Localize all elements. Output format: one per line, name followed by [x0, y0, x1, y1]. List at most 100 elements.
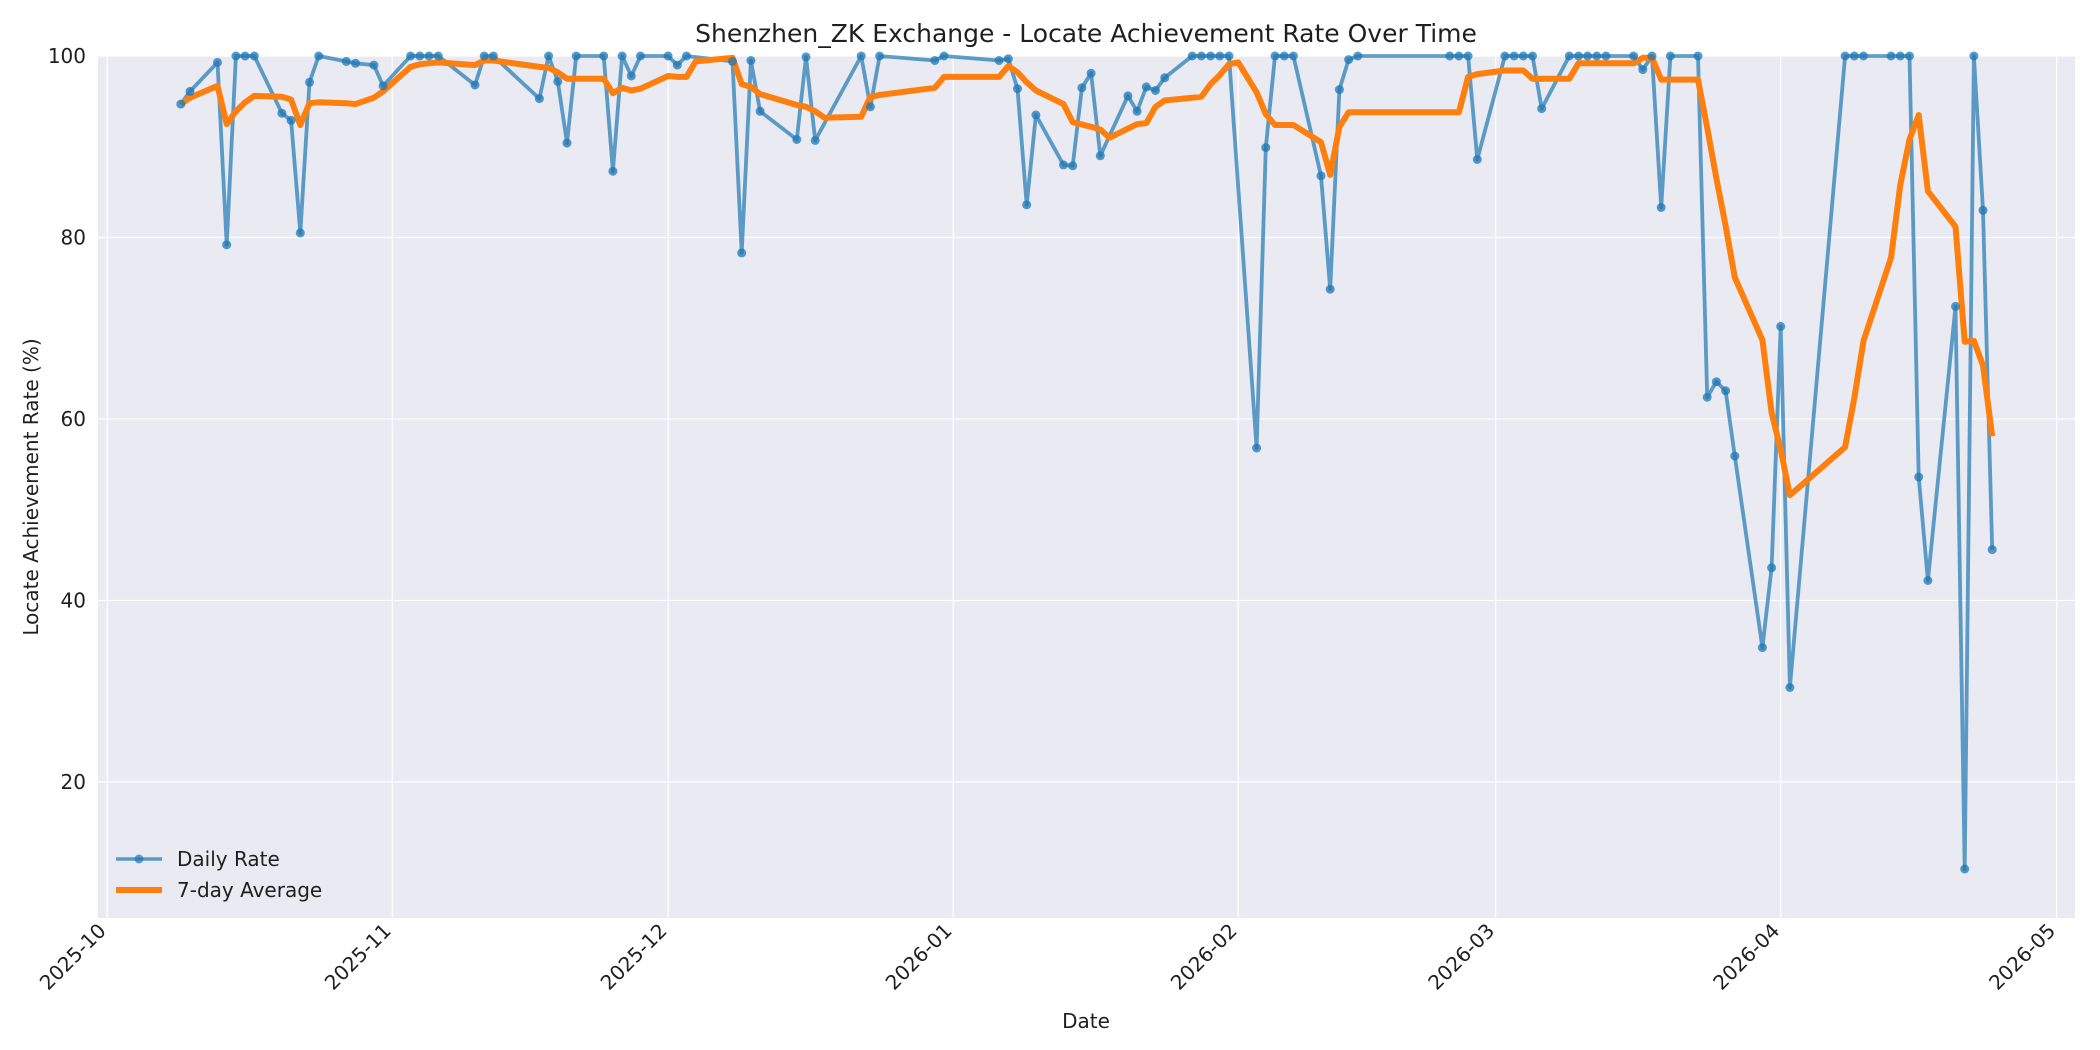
daily-rate-point	[617, 51, 627, 61]
daily-rate-point	[314, 51, 324, 61]
daily-rate-point	[1206, 51, 1216, 61]
daily-rate-point	[810, 135, 820, 145]
daily-rate-point	[1987, 545, 1997, 555]
daily-rate-point	[433, 51, 443, 61]
daily-rate-point	[636, 51, 645, 61]
daily-rate-point	[305, 77, 314, 87]
daily-rate-point	[1730, 451, 1740, 461]
daily-rate-point	[1923, 576, 1933, 585]
daily-rate-point	[1187, 51, 1197, 61]
y-axis: 20 40 60 80 100	[48, 44, 86, 794]
daily-rate-point	[351, 58, 360, 68]
daily-rate-point	[1252, 443, 1262, 453]
y-tick-label: 60	[61, 407, 86, 431]
daily-rate-point	[728, 56, 737, 66]
daily-rate-point	[185, 86, 195, 96]
legend: Daily Rate 7-day Average	[116, 847, 322, 902]
daily-rate-point	[663, 51, 673, 61]
daily-rate-point	[470, 80, 480, 90]
daily-rate-point	[1472, 154, 1482, 164]
daily-rate-point	[1757, 643, 1767, 653]
daily-rate-point	[1518, 51, 1528, 61]
daily-rate-point	[571, 51, 581, 61]
daily-rate-point	[856, 51, 866, 61]
daily-rate-point	[488, 51, 498, 61]
daily-rate-point	[599, 51, 609, 61]
daily-rate-point	[1656, 203, 1666, 212]
daily-rate-point	[1647, 51, 1657, 61]
daily-rate-point	[1123, 91, 1133, 101]
daily-rate-point	[1895, 51, 1905, 61]
daily-rate-point	[1905, 51, 1914, 61]
daily-rate-point	[994, 56, 1004, 65]
daily-rate-point	[1767, 563, 1777, 573]
daily-rate-point	[1785, 683, 1795, 692]
daily-rate-point	[1776, 321, 1786, 331]
daily-rate-point	[415, 51, 425, 61]
daily-rate-point	[544, 51, 554, 61]
daily-rate-point	[1013, 84, 1022, 94]
seven-day-average-line	[179, 54, 1996, 499]
daily-rate-point	[1978, 205, 1988, 215]
daily-rate-point	[249, 51, 259, 61]
daily-rate-point	[1721, 386, 1731, 396]
daily-rate-point	[737, 248, 747, 258]
daily-rate-point	[406, 51, 416, 61]
daily-rate-point	[1500, 51, 1510, 61]
daily-rate-point	[1592, 51, 1602, 61]
daily-rate-point	[682, 51, 691, 61]
daily-rate-point	[1344, 55, 1354, 65]
daily-rate-point	[277, 108, 287, 118]
daily-rate-point	[1077, 83, 1087, 93]
daily-rate-point	[1151, 86, 1160, 95]
daily-rate-point	[1528, 51, 1537, 61]
daily-rate-point	[1279, 51, 1289, 61]
daily-rate-point	[1454, 51, 1464, 61]
daily-rate-point	[1224, 51, 1234, 61]
daily-rate-point	[1951, 301, 1960, 311]
daily-rate-point	[295, 228, 305, 238]
daily-rate-point	[801, 52, 811, 62]
daily-rate-point	[1132, 106, 1142, 116]
daily-rate-point	[1215, 51, 1225, 61]
daily-rate-point	[222, 240, 232, 250]
daily-rate-point	[424, 51, 434, 61]
daily-rate-point	[286, 115, 296, 125]
daily-rate-point	[1537, 104, 1547, 114]
daily-rate-point	[1196, 51, 1206, 61]
daily-rate-point	[1261, 143, 1271, 153]
legend-average-label: 7-day Average	[177, 878, 322, 902]
legend-daily-label: Daily Rate	[177, 847, 280, 871]
daily-rate-point	[479, 51, 489, 61]
daily-rate-point	[1086, 68, 1096, 78]
daily-rate-point	[1849, 51, 1859, 61]
daily-rate-point	[875, 51, 885, 61]
x-axis-label: Date	[1062, 1009, 1110, 1033]
daily-rate-point	[1886, 51, 1896, 61]
daily-rate-point	[1316, 171, 1326, 181]
daily-rate-point	[1574, 51, 1583, 61]
daily-rate-point	[213, 57, 222, 67]
daily-rate-point	[1095, 151, 1105, 161]
daily-rate-point	[231, 51, 241, 61]
daily-rate-point	[1509, 51, 1519, 61]
daily-rate-point	[1325, 284, 1335, 294]
daily-rate-point	[672, 60, 682, 70]
daily-rate-point	[1583, 51, 1593, 61]
daily-rate-point	[1288, 51, 1298, 61]
daily-rate-point	[755, 106, 765, 116]
daily-rate-point	[1629, 51, 1639, 61]
daily-rate-point	[1969, 51, 1979, 61]
daily-rate-point	[626, 71, 636, 81]
daily-rate-point	[608, 166, 618, 176]
daily-rate-point	[1031, 110, 1041, 120]
daily-rate-point	[1859, 51, 1868, 61]
legend-daily-marker	[134, 854, 144, 864]
daily-rate-point	[1463, 51, 1473, 61]
y-tick-label: 80	[61, 225, 86, 249]
daily-rate-point	[1334, 85, 1344, 95]
daily-rate-point	[1564, 51, 1574, 61]
y-axis-label: Locate Achievement Rate (%)	[19, 338, 43, 635]
daily-rate-point	[1711, 377, 1721, 387]
